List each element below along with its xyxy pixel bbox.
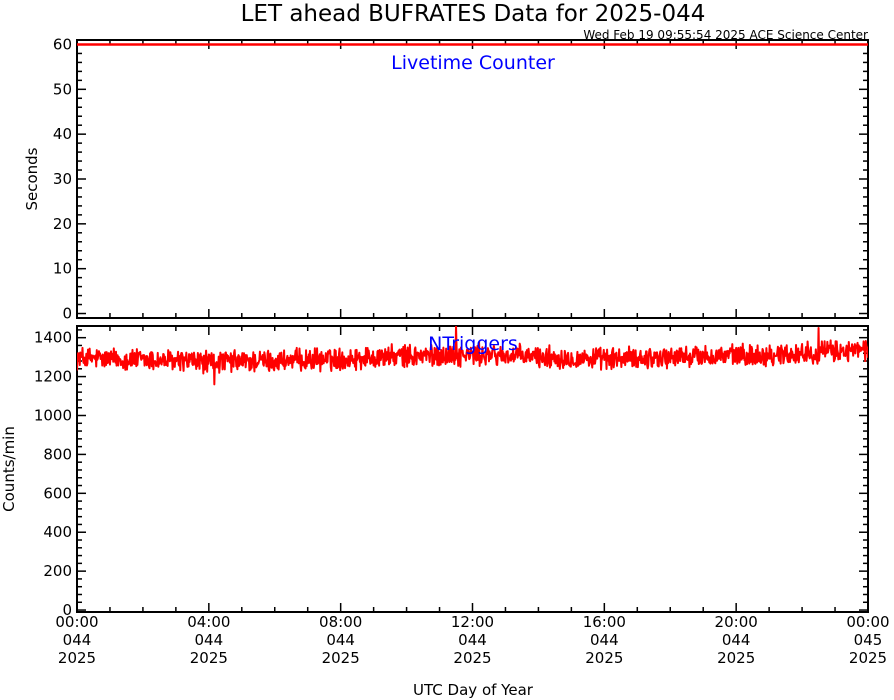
livetime-ytick-label: 20 [53, 215, 72, 233]
xtick-time-label: 16:00 [583, 613, 626, 631]
timestamp-label: Wed Feb 19 09:55:54 2025 ACE Science Cen… [583, 28, 868, 42]
ntriggers-panel: 0 200 400 600 800 1000 1200 1400 Counts/min NTrig… [0, 325, 869, 619]
ntriggers-ytick-label: 0 [62, 601, 72, 619]
ntriggers-ytick-label: 1200 [34, 368, 72, 386]
livetime-ytick-label: 60 [53, 35, 72, 53]
x-axis-ticks: 00:00044202504:00044202508:00044202512:0… [55, 613, 889, 667]
xtick-doy-label: 044 [590, 631, 619, 649]
ntriggers-panel-label: NTriggers [428, 333, 518, 355]
x-axis-label: UTC Day of Year [413, 681, 534, 699]
ntriggers-ytick-label: 400 [43, 523, 72, 541]
ntriggers-ytick-label: 600 [43, 484, 72, 502]
xtick-doy-label: 045 [854, 631, 883, 649]
xtick-year-label: 2025 [453, 649, 491, 667]
xtick-time-label: 08:00 [319, 613, 362, 631]
ntriggers-ytick-label: 200 [43, 562, 72, 580]
xtick-doy-label: 044 [195, 631, 224, 649]
xtick-doy-label: 044 [326, 631, 355, 649]
ntriggers-series-line [77, 326, 868, 386]
xtick-year-label: 2025 [322, 649, 360, 667]
livetime-ytick-label: 0 [62, 305, 72, 323]
livetime-ylabel: Seconds [23, 147, 41, 210]
xtick-year-label: 2025 [58, 649, 96, 667]
ntriggers-ylabel: Counts/min [0, 426, 18, 512]
xtick-time-label: 20:00 [715, 613, 758, 631]
xtick-year-label: 2025 [585, 649, 623, 667]
xtick-doy-label: 044 [722, 631, 751, 649]
ntriggers-ytick-label: 1000 [34, 406, 72, 424]
xtick-doy-label: 044 [63, 631, 92, 649]
xtick-time-label: 00:00 [55, 613, 98, 631]
livetime-panel-label: Livetime Counter [391, 52, 555, 74]
chart-title: LET ahead BUFRATES Data for 2025-044 [241, 1, 706, 27]
xtick-time-label: 00:00 [846, 613, 889, 631]
xtick-year-label: 2025 [190, 649, 228, 667]
xtick-time-label: 12:00 [451, 613, 494, 631]
xtick-year-label: 2025 [849, 649, 887, 667]
xtick-time-label: 04:00 [187, 613, 230, 631]
livetime-ytick-label: 40 [53, 125, 72, 143]
xtick-doy-label: 044 [458, 631, 487, 649]
livetime-ytick-label: 50 [53, 80, 72, 98]
livetime-ytick-label: 30 [53, 170, 72, 188]
ntriggers-ytick-label: 800 [43, 445, 72, 463]
xtick-year-label: 2025 [717, 649, 755, 667]
livetime-panel: 0 10 20 30 40 50 60 Seconds Livetime Counter [23, 35, 869, 323]
livetime-ytick-label: 10 [53, 260, 72, 278]
ntriggers-ytick-label: 1400 [34, 329, 72, 347]
